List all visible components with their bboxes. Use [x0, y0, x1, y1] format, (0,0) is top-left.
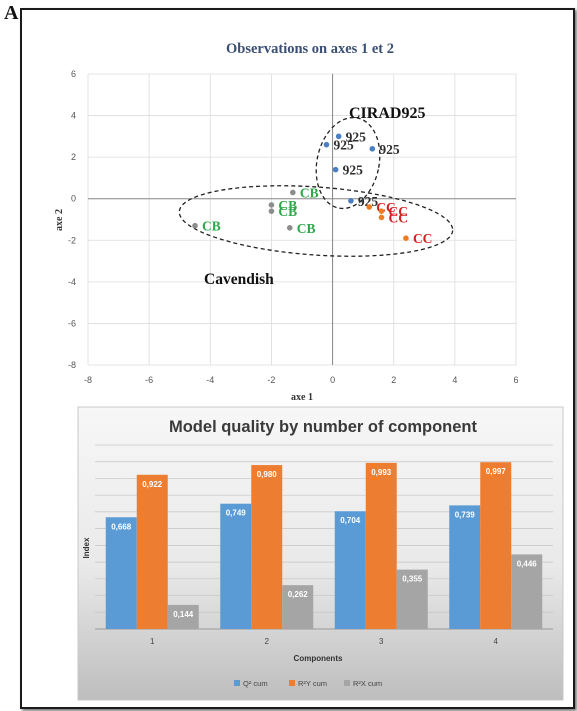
- bar-gridlines: [95, 444, 553, 630]
- group-ellipses: [178, 116, 454, 257]
- bar-value-label: 0,980: [257, 470, 278, 479]
- bar: [396, 569, 428, 629]
- y-tick-label: -8: [68, 360, 76, 370]
- panel-label: A: [4, 2, 19, 24]
- bar: [282, 585, 314, 629]
- bar-legend: Q² cum R²Y cum R²X cum: [234, 679, 382, 688]
- bar-category-label: 3: [379, 637, 384, 646]
- bar: [449, 505, 481, 629]
- point-label: CB: [297, 221, 316, 236]
- y-tick-label: -2: [68, 235, 76, 245]
- bar-series: 0,668 0,922 0,144 0,749 0,980 0,262 0,704 0,993…: [105, 462, 543, 629]
- bar-value-label: 0,749: [226, 509, 247, 518]
- bar: [365, 462, 397, 629]
- legend-swatch: [289, 680, 295, 686]
- bar-category-label: 1: [150, 637, 155, 646]
- point-label: CB: [202, 219, 221, 234]
- scatter-point: [192, 222, 198, 229]
- point-label: 925: [358, 194, 379, 209]
- point-label: CC: [388, 210, 408, 225]
- x-tick-label: -4: [206, 375, 214, 385]
- bar-value-label: 0,922: [142, 480, 163, 489]
- bar-value-label: 0,668: [111, 522, 132, 531]
- y-tick-label: 0: [71, 194, 76, 204]
- scatter-x-axis-label: axe 1: [291, 392, 313, 403]
- scatter-point: [378, 214, 385, 221]
- point-label: CB: [278, 198, 297, 213]
- scatter-point: [348, 197, 354, 204]
- bar-value-label: 0,355: [402, 575, 423, 584]
- point-label: CC: [388, 204, 408, 219]
- scatter-tick-labels: -8 -6 -4 -2 0 2 4 6 6 4 2 0 -2 -4 -6 -8: [68, 69, 519, 385]
- x-tick-label: 4: [452, 375, 457, 385]
- point-label: 925: [333, 138, 354, 153]
- point-label: CB: [278, 204, 297, 219]
- annotation-cirad925: CIRAD925: [349, 105, 425, 122]
- legend-swatch: [344, 680, 350, 686]
- bar-x-axis-label: Components: [294, 654, 343, 663]
- bar: [105, 517, 137, 629]
- bar-category-label: 2: [265, 637, 270, 646]
- x-tick-label: 6: [513, 375, 518, 385]
- scatter-point: [366, 204, 373, 210]
- bar: [480, 462, 512, 629]
- bar-value-label: 0,446: [517, 559, 538, 568]
- bar-chart-title: Model quality by number of component: [169, 418, 478, 436]
- legend-label: Q² cum: [243, 679, 268, 688]
- bar: [220, 503, 252, 629]
- cirad925-ellipse: [315, 116, 381, 210]
- bar-value-label: 0,739: [455, 510, 476, 519]
- scatter-y-axis-label: axe 2: [54, 209, 65, 231]
- bar-y-axis-label: Index: [82, 537, 91, 558]
- bar: [511, 554, 543, 629]
- y-tick-label: -6: [68, 318, 76, 328]
- bar-category-labels: 1 2 3 4: [150, 637, 499, 646]
- y-tick-label: 4: [71, 111, 76, 121]
- annotation-cavendish: Cavendish: [204, 271, 274, 288]
- bar-value-label: 0,997: [486, 467, 507, 476]
- bar-value-label: 0,993: [371, 468, 392, 477]
- scatter-point: [268, 202, 275, 208]
- y-tick-label: 6: [71, 69, 76, 79]
- x-tick-label: 0: [330, 375, 335, 385]
- bar-value-label: 0,704: [340, 516, 361, 525]
- scatter-point: [290, 189, 296, 196]
- scatter-gridlines: [87, 73, 517, 366]
- legend-label: R²X cum: [353, 679, 382, 688]
- bar-category-label: 4: [494, 637, 499, 646]
- point-label: CC: [413, 231, 433, 246]
- y-tick-label: -4: [68, 277, 76, 287]
- scatter-point: [403, 235, 409, 242]
- point-label: 925: [346, 129, 367, 144]
- scatter-point: [268, 208, 275, 214]
- y-tick-label: 2: [71, 152, 76, 162]
- x-tick-label: 2: [391, 375, 396, 385]
- scatter-point: [332, 166, 339, 173]
- scatter-point: [369, 146, 376, 152]
- bar-value-label: 0,144: [173, 610, 194, 619]
- scatter-point: [335, 133, 342, 140]
- bar: [167, 604, 199, 629]
- bar: [136, 474, 168, 629]
- bar-value-label: 0,262: [288, 590, 309, 599]
- x-tick-label: -2: [267, 375, 275, 385]
- cavendish-ellipse: [178, 185, 454, 257]
- scatter-title: Observations on axes 1 et 2: [226, 41, 394, 57]
- scatter-point: [286, 225, 293, 231]
- scatter-point: [323, 141, 330, 148]
- point-label: CB: [300, 185, 319, 200]
- bar-chart: Model quality by number of component 0,6…: [77, 406, 564, 701]
- x-tick-label: -8: [84, 375, 92, 385]
- bar: [251, 465, 283, 629]
- point-label: 925: [343, 163, 364, 178]
- point-label: 925: [379, 142, 400, 157]
- legend-swatch: [234, 680, 240, 686]
- legend-label: R²Y cum: [298, 679, 327, 688]
- bar: [334, 511, 366, 629]
- scatter-point: [378, 208, 385, 214]
- scatter-chart: Observations on axes 1 et 2 -8 -6 -4 -2 0 2 4 6…: [54, 41, 519, 403]
- x-tick-label: -6: [145, 375, 153, 385]
